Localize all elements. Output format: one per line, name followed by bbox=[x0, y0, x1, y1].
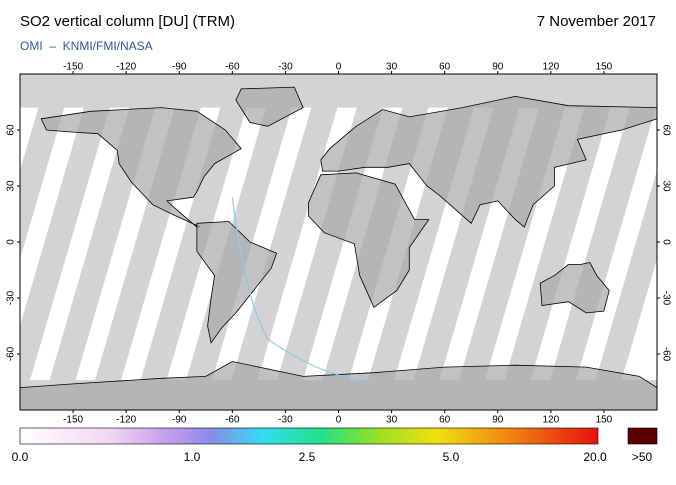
lat-tick-label: 30 bbox=[6, 180, 17, 192]
land bbox=[320, 95, 657, 228]
lat-tick-label: 30 bbox=[660, 180, 671, 192]
colorbar-labels: 0.0 1.0 2.5 5.0 20.0 >50 bbox=[12, 450, 653, 464]
lon-tick-label: 90 bbox=[492, 415, 504, 426]
colorbar-label: 0.0 bbox=[12, 450, 29, 464]
lon-tick-label: -120 bbox=[116, 415, 136, 426]
source: OMI – KNMI/FMI/NASA bbox=[20, 39, 153, 53]
lat-tick-label: 0 bbox=[6, 239, 17, 245]
lon-tick-label: 60 bbox=[439, 62, 451, 73]
lon-tick-label: 150 bbox=[596, 415, 613, 426]
land bbox=[307, 172, 430, 308]
colorbar-label: 5.0 bbox=[443, 450, 460, 464]
colorbar-label: 20.0 bbox=[583, 450, 607, 464]
lon-tick-label: -120 bbox=[116, 62, 136, 73]
land bbox=[196, 221, 278, 344]
lon-tick-label: 30 bbox=[386, 415, 398, 426]
lon-tick-label: -60 bbox=[225, 415, 240, 426]
lon-tick-label: 90 bbox=[492, 62, 504, 73]
land bbox=[235, 86, 304, 127]
lon-tick-label: -60 bbox=[225, 62, 240, 73]
map bbox=[20, 74, 657, 410]
lat-tick-label: 60 bbox=[6, 124, 17, 136]
lon-tick-label: 0 bbox=[336, 62, 342, 73]
colorbar bbox=[19, 427, 599, 445]
lon-tick-label: 120 bbox=[542, 62, 559, 73]
land bbox=[20, 361, 657, 410]
colorbar-label: 2.5 bbox=[299, 450, 316, 464]
orbit-swath bbox=[549, 102, 657, 382]
colorbar-label: 1.0 bbox=[184, 450, 201, 464]
orbit-swath bbox=[504, 102, 612, 382]
lon-tick-label: -90 bbox=[172, 415, 187, 426]
lon-tick-label: -30 bbox=[278, 62, 293, 73]
lon-tick-label: -90 bbox=[172, 62, 187, 73]
orbit-swath bbox=[140, 102, 248, 382]
lat-tick-label: 0 bbox=[660, 239, 671, 245]
title: SO2 vertical column [DU] (TRM) bbox=[20, 13, 235, 30]
lon-tick-label: -30 bbox=[278, 415, 293, 426]
orbit-swath bbox=[595, 170, 657, 382]
lon-tick-label: 150 bbox=[596, 62, 613, 73]
land bbox=[40, 107, 242, 228]
lat-tick-label: -30 bbox=[6, 290, 17, 305]
lon-tick-label: 0 bbox=[336, 415, 342, 426]
lat-tick-label: -30 bbox=[660, 291, 671, 306]
land bbox=[539, 262, 610, 314]
lat-tick-label: -60 bbox=[660, 347, 671, 362]
date: 7 November 2017 bbox=[537, 13, 656, 30]
lat-tick-label: -60 bbox=[6, 346, 17, 361]
orbit-swath bbox=[276, 102, 385, 382]
ticks: -150 -150 -120 -120 -90 -90 -60 -60 -30 -30 0 0 30 30… bbox=[6, 62, 672, 426]
lon-tick-label: 120 bbox=[542, 415, 559, 426]
orbit-swath bbox=[20, 102, 66, 260]
lon-tick-label: 60 bbox=[439, 415, 451, 426]
orbit-swath bbox=[231, 102, 339, 382]
lon-tick-label: -150 bbox=[63, 62, 83, 73]
orbit-swath bbox=[20, 102, 112, 382]
lon-tick-label: -150 bbox=[63, 415, 83, 426]
lon-tick-label: 30 bbox=[386, 62, 398, 73]
lat-tick-label: 60 bbox=[660, 124, 671, 136]
colorbar-label: >50 bbox=[632, 450, 653, 464]
colorbar-overflow bbox=[627, 427, 658, 445]
so2-trail bbox=[231, 197, 366, 381]
